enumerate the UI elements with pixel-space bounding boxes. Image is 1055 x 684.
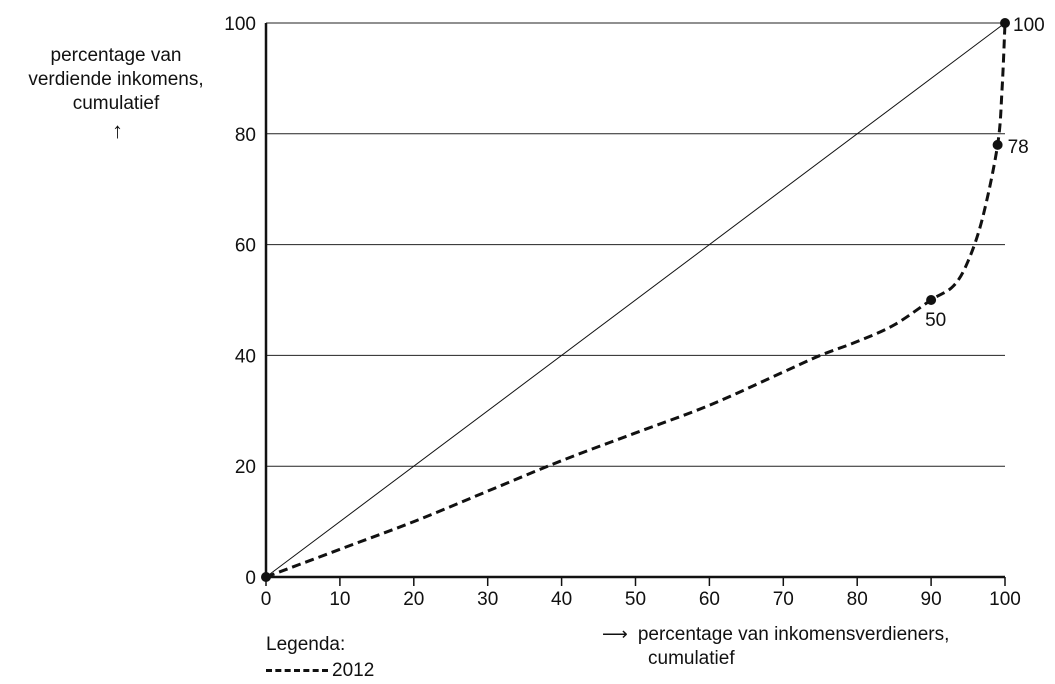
legend-title: Legenda: [266,634,346,655]
x-tick-label: 10 [329,589,350,610]
x-tick-label: 90 [921,589,942,610]
equality-line [265,22,1006,578]
x-tick-label: 40 [551,589,572,610]
x-tick-label: 50 [625,589,646,610]
x-tick-label: 30 [477,589,498,610]
y-tick-label: 80 [235,125,256,146]
legend-item-label: 2012 [332,660,375,681]
y-axis-arrow-icon: ↑ [112,118,123,143]
y-tick-label: 100 [224,14,256,35]
y-tick-label: 40 [235,346,256,367]
x-axis-arrow-icon: ⟶ [602,624,628,644]
x-tick-label: 80 [847,589,868,610]
x-tick-label: 20 [403,589,424,610]
x-tick-label: 70 [773,589,794,610]
data-label: 50 [925,310,946,331]
x-axis-label-line: cumulatief [648,648,735,669]
legend-item: 2012 [266,658,374,684]
x-axis-label: ⟶ percentage van inkomensverdieners, cumu… [602,622,949,671]
y-tick-label: 20 [235,457,256,478]
y-axis-label-line: verdiende inkomens, [28,69,204,90]
x-tick-label: 100 [989,589,1021,610]
x-tick-label: 60 [699,589,720,610]
data-label: 100 [1013,15,1045,36]
x-tick-label: 0 [261,589,272,610]
series-line-2012 [265,22,1007,579]
y-axis-label-line: percentage van [50,45,182,66]
y-axis-label: percentage van verdiende inkomens, cumul… [6,44,226,142]
y-axis-label-line: cumulatief [72,93,160,114]
data-point [992,139,1003,150]
data-point [1000,18,1010,28]
x-axis-label-line: percentage van inkomensverdieners, [637,624,950,645]
y-tick-label: 0 [245,568,256,589]
data-point [926,295,937,305]
legend-dashed-swatch-icon [266,669,328,673]
data-point [261,572,271,582]
legend: Legenda: 2012 [266,632,374,684]
data-label: 78 [1008,137,1029,158]
y-tick-label: 60 [235,236,256,257]
